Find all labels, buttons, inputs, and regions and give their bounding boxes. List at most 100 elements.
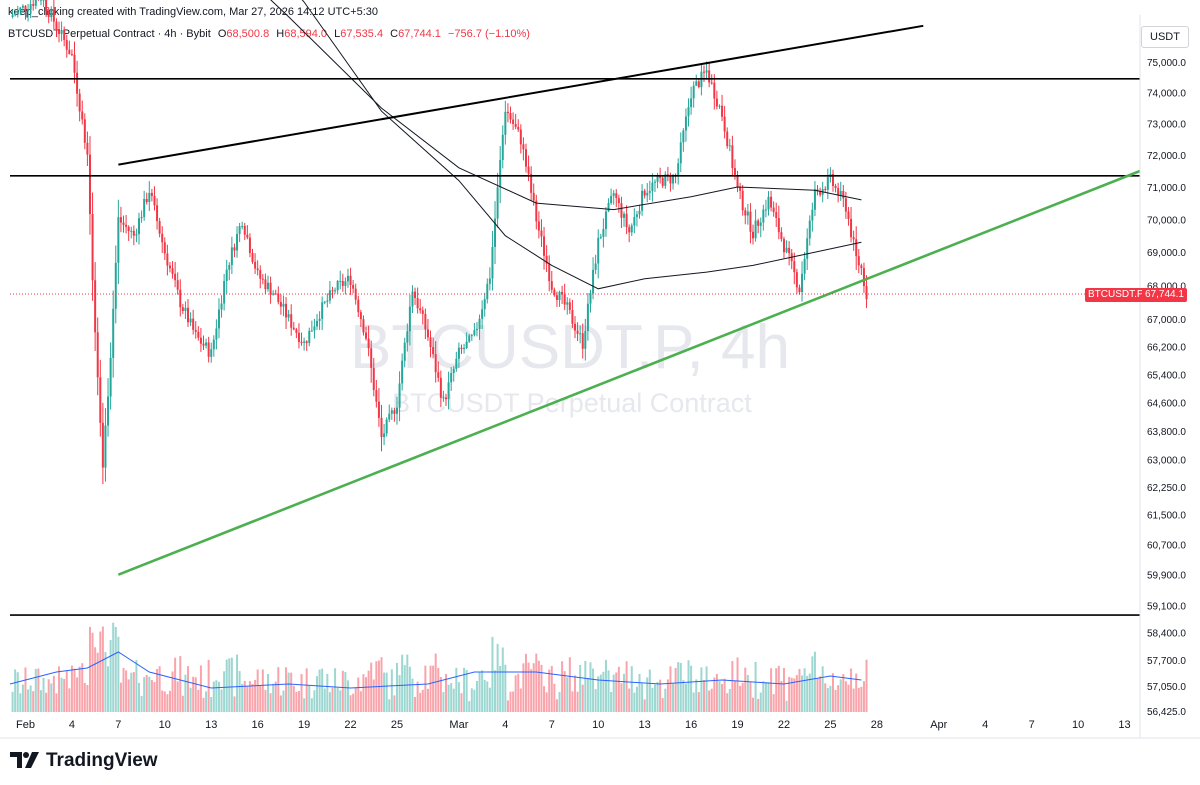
- candle-body: [623, 213, 626, 218]
- candle-body: [130, 230, 133, 232]
- volume-bar: [259, 685, 262, 712]
- time-axis[interactable]: Feb 4 7 10 13 16 19 22 25 Mar 4 7 10 13 16 19 22 25 28 Apr 4…: [16, 719, 1131, 731]
- candle-body: [690, 98, 693, 108]
- volume-bar: [107, 666, 110, 712]
- volume-bar: [437, 667, 440, 712]
- candle-body: [806, 238, 809, 259]
- candle-body: [504, 111, 507, 135]
- candle-body: [798, 287, 801, 293]
- volume-bar: [117, 636, 120, 712]
- candle-body: [42, 0, 45, 1]
- volume-bar: [380, 657, 383, 712]
- volume-bar: [455, 667, 458, 712]
- tradingview-logo[interactable]: TradingView: [10, 748, 158, 774]
- candle-body: [346, 275, 349, 282]
- volume-bar: [620, 683, 623, 712]
- candle-body: [290, 314, 293, 328]
- candle-body: [641, 190, 644, 211]
- trendline[interactable]: [118, 24, 924, 166]
- candle-body: [248, 237, 251, 253]
- volume-bar: [710, 688, 713, 712]
- volume-bar: [494, 670, 497, 712]
- volume-bar: [584, 660, 587, 712]
- candle-body: [561, 291, 564, 295]
- volume-bar: [398, 675, 401, 712]
- volume-bar: [586, 678, 589, 712]
- volume-bar: [625, 661, 628, 712]
- volume-bar: [313, 690, 316, 712]
- candle-body: [597, 237, 600, 264]
- time-tick-label: Mar: [449, 719, 468, 731]
- candle-body: [429, 337, 432, 348]
- volume-bar: [316, 676, 319, 712]
- currency-selector[interactable]: USDT: [1141, 26, 1189, 48]
- candle-body: [153, 195, 156, 206]
- volume-bar: [488, 687, 491, 712]
- candle-body: [246, 234, 249, 238]
- candle-body: [184, 307, 187, 311]
- volume-bar: [741, 682, 744, 712]
- candle-body: [522, 144, 525, 150]
- candle-body: [731, 145, 734, 169]
- time-tick-label: 13: [1118, 719, 1130, 731]
- price-axis[interactable]: 75,000.0 74,000.0 73,000.0 72,000.0 71,000.0…: [1147, 58, 1186, 718]
- candle-body: [607, 203, 610, 212]
- candle-body: [331, 290, 334, 292]
- trendlines[interactable]: [117, 24, 1141, 576]
- time-tick-label: 7: [549, 719, 555, 731]
- volume-bar: [73, 668, 76, 712]
- trendline[interactable]: [117, 169, 1141, 576]
- candle-body: [197, 331, 200, 338]
- volume-bar: [715, 673, 718, 712]
- candle-body: [24, 5, 27, 11]
- volume-bar: [834, 689, 837, 712]
- candle-body: [45, 0, 48, 11]
- volume-bar: [432, 665, 435, 712]
- candle-body: [465, 341, 468, 348]
- candle-body: [411, 291, 414, 307]
- price-tick-label: 57,050.0: [1147, 682, 1186, 693]
- candle-body: [344, 281, 347, 286]
- volume-bar: [215, 680, 218, 712]
- time-tick-label: 4: [69, 719, 75, 731]
- volume-bar: [772, 694, 775, 712]
- candle-body: [383, 433, 386, 437]
- volume-bar: [728, 689, 731, 712]
- volume-bar: [274, 681, 277, 712]
- volume-bar: [176, 681, 179, 712]
- volume-bar: [416, 681, 419, 712]
- volume-bar: [52, 675, 55, 712]
- candle-body: [437, 372, 440, 378]
- volume-bar: [354, 687, 357, 712]
- candle-body: [710, 82, 713, 84]
- watermark-contract: BTCUSDT Perpetual Contract: [392, 388, 752, 418]
- volume-bar: [60, 677, 63, 712]
- volume-bar: [669, 666, 672, 712]
- volume-bar: [813, 651, 816, 712]
- volume-bar: [566, 677, 569, 712]
- volume-bar: [793, 678, 796, 712]
- candle-body: [826, 177, 829, 190]
- volume-bar: [372, 679, 375, 712]
- candle-body: [65, 40, 68, 50]
- candle-body: [491, 246, 494, 279]
- volume-bar: [411, 678, 414, 712]
- horizontal-levels[interactable]: [10, 77, 1140, 616]
- volume-bar: [187, 666, 190, 712]
- candle-body: [323, 301, 326, 303]
- volume-bar: [321, 668, 324, 712]
- volume-bar: [308, 685, 311, 712]
- volume-bar: [94, 647, 97, 712]
- volume-bar: [811, 656, 814, 712]
- candle-body: [457, 347, 460, 359]
- candle-body: [775, 212, 778, 219]
- candle-body: [558, 291, 561, 300]
- candle-body: [819, 191, 822, 195]
- candle-body: [238, 226, 241, 234]
- candle-body: [772, 207, 775, 213]
- candle-body: [705, 70, 708, 73]
- open-value: 68,500.8: [226, 28, 270, 40]
- candle-body: [519, 129, 522, 145]
- time-tick-label: 10: [592, 719, 604, 731]
